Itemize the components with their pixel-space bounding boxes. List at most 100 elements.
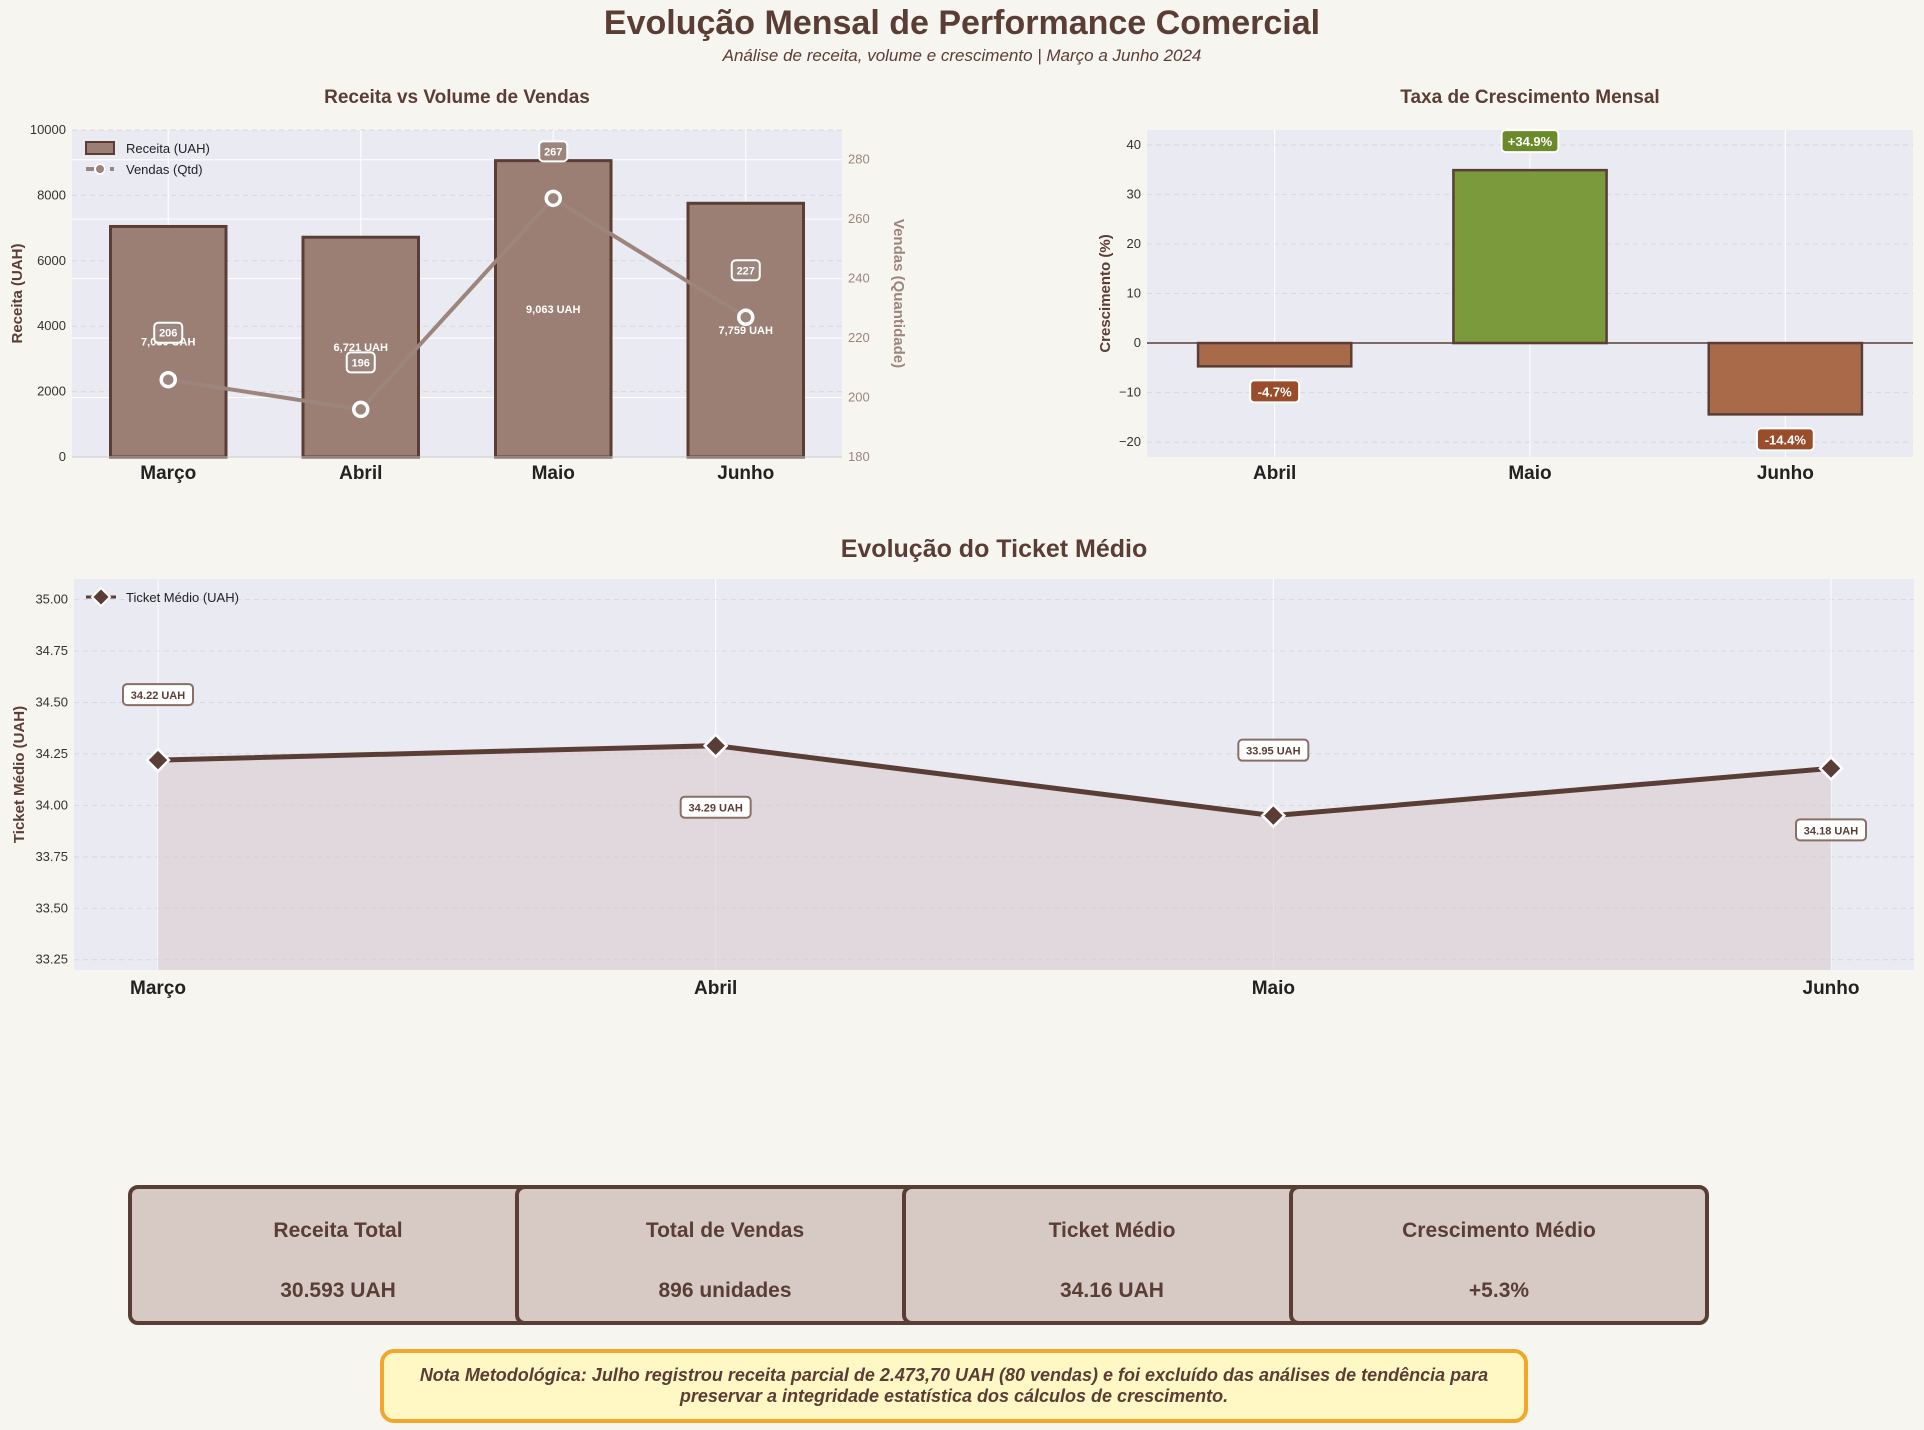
- x-tick-label: Maio: [532, 463, 575, 484]
- legend-label-sales: Vendas (Qtd): [126, 162, 203, 177]
- sales-data-label: 196: [352, 357, 370, 369]
- kpi-value: 896 unidades: [658, 1279, 792, 1302]
- y-axis-label: Ticket Médio (UAH): [11, 706, 28, 843]
- y-tick-label: 10: [1127, 286, 1141, 301]
- y-tick-label: 30: [1127, 186, 1141, 201]
- x-tick-label: Abril: [694, 978, 737, 999]
- y2-tick-label: 240: [848, 271, 870, 286]
- legend-label-revenue: Receita (UAH): [126, 141, 210, 156]
- ticket-data-label: 34.22 UAH: [131, 690, 185, 702]
- x-tick-label: Junho: [1757, 463, 1814, 484]
- sales-point: [352, 400, 370, 419]
- y-tick-label: 35.00: [35, 592, 68, 607]
- growth-data-label: +34.9%: [1508, 134, 1553, 149]
- sales-label-box: [345, 351, 376, 374]
- growth-label-box: [1249, 379, 1301, 404]
- growth-bar: [1452, 168, 1608, 345]
- sales-point: [159, 370, 177, 389]
- x-tick-label: Abril: [339, 463, 382, 484]
- sales-point: [737, 308, 755, 327]
- revenue-bar: [686, 201, 805, 459]
- sales-point: [544, 189, 562, 208]
- sales-data-label: 206: [159, 328, 177, 340]
- y-tick-label: 0: [1134, 335, 1141, 350]
- growth-rate-chart: Taxa de Crescimento Mensal −20 −10 0 10 20 30 4…: [1097, 87, 1913, 484]
- y-tick-label: 33.25: [35, 952, 68, 967]
- chart-title: Taxa de Crescimento Mensal: [1400, 87, 1659, 108]
- growth-bar: [1196, 341, 1353, 368]
- sales-data-label: 227: [737, 265, 755, 277]
- ticket-label-box: [122, 683, 194, 707]
- y-tick-label: 2000: [37, 384, 66, 399]
- sales-label-box: [153, 321, 184, 344]
- revenue-volume-chart: Receita vs Volume de Vendas 0 2000 4000 6000…: [9, 87, 907, 484]
- ticket-line: [157, 743, 1832, 819]
- y2-tick-label: 260: [848, 211, 870, 226]
- ticket-point: [1260, 802, 1287, 829]
- y2-axis-label: Vendas (Quantidade): [890, 219, 907, 368]
- sales-data-label: 267: [544, 146, 562, 158]
- kpi-card-growth: Crescimento Médio +5.3%: [1289, 1185, 1709, 1325]
- kpi-card-revenue: Receita Total 30.593 UAH: [128, 1185, 548, 1325]
- y2-tick-label: 280: [848, 152, 870, 167]
- ticket-label-box: [679, 795, 752, 819]
- y-tick-label: −20: [1119, 434, 1141, 449]
- y-tick-label: 4000: [37, 318, 66, 333]
- sales-label-box: [538, 140, 569, 163]
- kpi-label: Ticket Médio: [1048, 1219, 1176, 1242]
- kpi-card-sales: Total de Vendas 896 unidades: [515, 1185, 935, 1325]
- chart-title: Receita vs Volume de Vendas: [324, 87, 590, 108]
- ticket-evolution-chart: Evolução do Ticket Médio 33.25 33.50 33.75 3…: [11, 535, 1914, 999]
- y2-tick-label: 180: [848, 449, 870, 464]
- y2-tick-label: 200: [848, 390, 870, 405]
- growth-bar: [1707, 341, 1864, 416]
- growth-label-box: [1500, 129, 1560, 154]
- ticket-point: [145, 747, 171, 773]
- y-tick-label: 8000: [37, 187, 66, 202]
- x-tick-label: Março: [130, 978, 186, 999]
- revenue-bar: [494, 159, 613, 459]
- sales-line: [167, 195, 747, 412]
- kpi-value: 30.593 UAH: [280, 1279, 396, 1302]
- ticket-label-box: [1237, 738, 1310, 762]
- y-tick-label: 33.75: [35, 849, 68, 864]
- page-subtitle: Análise de receita, volume e crescimento…: [722, 46, 1202, 65]
- x-tick-label: Junho: [1803, 978, 1860, 999]
- kpi-value: +5.3%: [1468, 1279, 1530, 1302]
- ticket-data-label: 34.18 UAH: [1804, 825, 1858, 837]
- revenue-data-label: 9,063 UAH: [526, 304, 580, 316]
- kpi-label: Total de Vendas: [645, 1219, 805, 1242]
- x-tick-label: Abril: [1253, 463, 1296, 484]
- y-tick-label: 0: [59, 449, 66, 464]
- ticket-data-label: 34.29 UAH: [688, 803, 742, 815]
- methodology-note: Nota Metodológica: Julho registrou recei…: [380, 1349, 1528, 1423]
- growth-data-label: -4.7%: [1258, 384, 1292, 399]
- legend-marker-sales: [94, 163, 106, 175]
- kpi-card-ticket: Ticket Médio 34.16 UAH: [902, 1185, 1322, 1325]
- revenue-data-label: 7,759 UAH: [719, 325, 773, 337]
- kpi-value: 34.16 UAH: [1060, 1279, 1164, 1302]
- y-tick-label: 34.00: [35, 797, 68, 812]
- x-tick-label: Maio: [1252, 978, 1295, 999]
- growth-data-label: -14.4%: [1765, 432, 1807, 447]
- sales-label-box: [730, 259, 761, 282]
- ticket-point: [1818, 755, 1844, 782]
- legend-marker-ticket: [90, 586, 112, 608]
- kpi-label: Receita Total: [273, 1219, 403, 1242]
- chart-title: Evolução do Ticket Médio: [841, 535, 1148, 563]
- y2-tick-label: 220: [848, 330, 870, 345]
- ticket-point: [702, 732, 729, 759]
- y-tick-label: 34.50: [35, 694, 68, 709]
- y-tick-label: 40: [1127, 137, 1141, 152]
- ticket-data-label: 33.95 UAH: [1246, 746, 1300, 758]
- kpi-label: Crescimento Médio: [1402, 1219, 1596, 1242]
- ticket-label-box: [1795, 818, 1867, 842]
- revenue-data-label: 6,721 UAH: [334, 342, 388, 354]
- y-axis-label: Crescimento (%): [1097, 234, 1114, 352]
- x-tick-label: Junho: [717, 463, 774, 484]
- y-tick-label: −10: [1119, 385, 1141, 400]
- legend-swatch-revenue: [85, 141, 115, 155]
- y-tick-label: 34.75: [35, 643, 68, 658]
- x-tick-label: Maio: [1508, 463, 1551, 484]
- y-tick-label: 34.25: [35, 746, 68, 761]
